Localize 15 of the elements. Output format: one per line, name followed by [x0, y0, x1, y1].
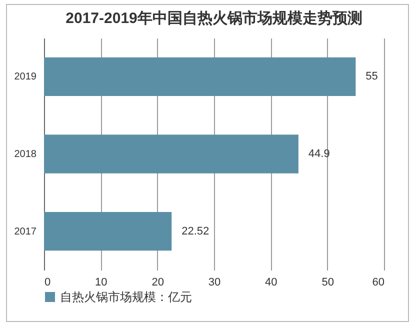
- x-tick-label: 0: [44, 276, 51, 288]
- legend-label: 自热火锅市场规模：亿元: [60, 290, 192, 304]
- y-tick-label: 2019: [14, 72, 37, 83]
- x-tick-label: 60: [372, 276, 384, 288]
- y-tick-label: 2018: [14, 149, 37, 160]
- chart-title: 2017-2019年中国自热火锅市场规模走势预测: [66, 9, 362, 27]
- x-tick-label: 20: [152, 276, 164, 288]
- x-tick-label: 30: [208, 276, 221, 288]
- x-tick-label: 50: [322, 276, 334, 288]
- data-label: 55: [366, 70, 378, 83]
- x-tick-label: 10: [95, 276, 108, 288]
- y-tick-label: 2017: [14, 226, 37, 238]
- data-label: 44.9: [308, 148, 330, 160]
- x-tick-label: 40: [265, 276, 278, 288]
- data-label: 22.52: [182, 225, 210, 238]
